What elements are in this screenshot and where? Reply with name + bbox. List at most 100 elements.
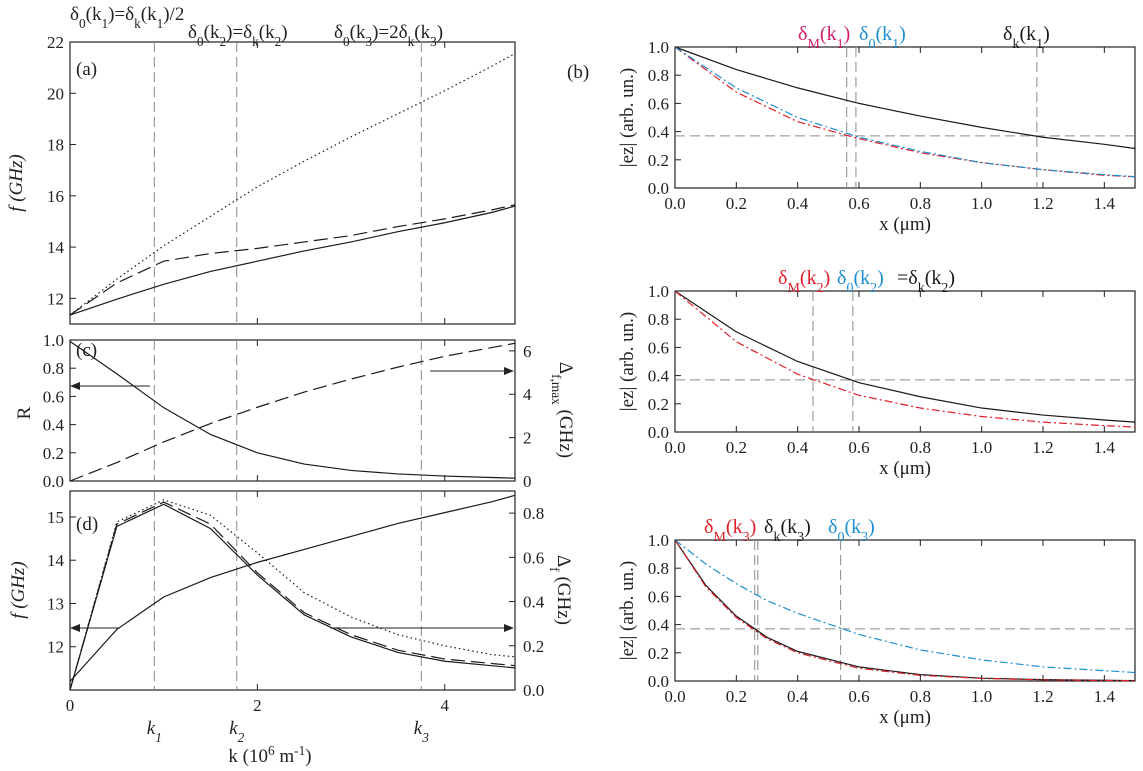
panel-b2-x-ticklabel-0: 0.0 [664, 438, 685, 457]
k-marker-label-1: k1 [147, 718, 162, 745]
series-line-c-1 [69, 342, 516, 482]
panel-b2-x-ticklabel-4: 0.8 [910, 438, 931, 457]
panel-b3-y-ticklabel-2: 0.4 [648, 616, 670, 635]
series-line-c-0 [69, 340, 516, 479]
panel-d-arrowhead-left [70, 624, 80, 632]
panel-b2-y-ticklabel-1: 0.2 [648, 395, 669, 414]
panel-b2-y-ticklabel-4: 0.8 [648, 310, 669, 329]
series-line-b3-0 [674, 539, 1136, 682]
panel-c-y-ticklabel-3: 0.6 [43, 387, 64, 406]
panel-b3-frame [674, 539, 1136, 682]
panel-b2-annotation-0: δM(k2) [778, 267, 830, 296]
panel-b3-y-ticklabel-1: 0.2 [648, 644, 669, 663]
panel-b1-y-ticklabel-1: 0.2 [648, 151, 669, 170]
series-line-a-2 [69, 53, 516, 316]
panel-c-arrowhead-left [70, 382, 80, 390]
panel-d-arrowhead-right [504, 624, 514, 632]
panel-c-y2-ticklabel-1: 2 [523, 429, 532, 448]
series-line-a-0 [69, 205, 516, 316]
panel-d-y2-ticklabel-4: 0.8 [523, 504, 544, 523]
series-line-b1-0 [674, 46, 1136, 150]
panel-d-x-ticklabel-0: 0 [66, 696, 75, 715]
panel-b2-ylabel: |ez| (arb. un.) [617, 312, 638, 411]
panel-a-y-ticklabel-5: 22 [47, 33, 64, 52]
panel-a-ylabel: f (GHz) [6, 154, 27, 212]
panel-b3-x-ticklabel-2: 0.4 [787, 687, 809, 706]
panel-b3-annotation-2: δ0(k3) [828, 516, 875, 545]
panel-b3-ylabel: |ez| (arb. un.) [617, 561, 638, 660]
series-line-b2-0 [674, 290, 1136, 423]
panel-d-y-ticklabel-1: 13 [47, 594, 64, 613]
panel-b1-xlabel: x (μm) [879, 214, 931, 235]
panel-d-x-ticklabel-1: 2 [253, 696, 262, 715]
panel-a-frame [69, 41, 516, 325]
panel-b3-y-ticklabel-4: 0.8 [648, 559, 669, 578]
panel-b3-x-ticklabel-5: 1.0 [971, 687, 992, 706]
panel-b1-ylabel: |ez| (arb. un.) [617, 68, 638, 167]
panel-b3-annotation-1: δk(k3) [764, 516, 811, 545]
panel-a-y-ticklabel-3: 18 [47, 136, 64, 155]
panel-c-y2-ticklabel-3: 6 [523, 342, 532, 361]
panel-c-arrowhead-right [504, 367, 514, 375]
header-h3: δ0(k3)=2δk(k3) [334, 22, 443, 49]
panel-b2-xlabel: x (μm) [879, 458, 931, 479]
panel-c-y2label: Δf,max (GHz) [550, 362, 577, 458]
panel-b1-x-ticklabel-7: 1.4 [1094, 194, 1116, 213]
panel-d-y2label: Δf (GHz) [548, 555, 575, 625]
panel-b2-annotation-1: δ0(k2) [837, 267, 884, 296]
panel-c-y-ticklabel-4: 0.8 [43, 359, 64, 378]
panel-b2-x-ticklabel-1: 0.2 [726, 438, 747, 457]
header-h1: δ0(k1)=δk(k1)/2 [70, 4, 184, 31]
panel-d-ylabel: f (GHz) [8, 561, 29, 619]
panel-b3-y-ticklabel-5: 1.0 [648, 531, 669, 550]
panel-c-label: (c) [76, 340, 97, 361]
panel-b1-x-ticklabel-2: 0.4 [787, 194, 809, 213]
panel-b1-x-ticklabel-3: 0.6 [848, 194, 869, 213]
panel-b1-annotation-2: δk(k1) [1003, 23, 1050, 52]
panel-d-y-ticklabel-0: 12 [47, 638, 64, 657]
panel-b1-annotation-1: δ0(k1) [859, 23, 906, 52]
panel-b3-xlabel: x (μm) [879, 707, 931, 728]
panel-b3-x-ticklabel-3: 0.6 [848, 687, 869, 706]
panel-a-y-ticklabel-1: 14 [47, 238, 65, 257]
series-line-b1-1 [674, 46, 1136, 178]
panel-b1-y-ticklabel-4: 0.8 [648, 66, 669, 85]
panel-b3-x-ticklabel-1: 0.2 [726, 687, 747, 706]
panel-b2-frame [674, 290, 1136, 433]
panel-d-y-ticklabel-2: 14 [47, 551, 65, 570]
panel-b1-y-ticklabel-5: 1.0 [648, 38, 669, 57]
panel-c-y-ticklabel-2: 0.4 [43, 416, 65, 435]
panel-c-y2-ticklabel-0: 0 [523, 472, 532, 491]
panel-b2-x-ticklabel-5: 1.0 [971, 438, 992, 457]
panel-b2-y-ticklabel-0: 0.0 [648, 423, 669, 442]
panel-b1-y-ticklabel-2: 0.4 [648, 123, 670, 142]
panel-b3-y-ticklabel-3: 0.6 [648, 587, 669, 606]
series-line-b2-1 [674, 290, 1136, 428]
panel-b3-x-ticklabel-7: 1.4 [1094, 687, 1116, 706]
panel-c-y2-ticklabel-2: 4 [523, 385, 532, 404]
panel-b1-x-ticklabel-6: 1.2 [1032, 194, 1053, 213]
panel-b2-annotation-2: =δk(k2) [897, 267, 955, 296]
panel-a-y-ticklabel-0: 12 [47, 289, 64, 308]
series-line-d-3 [69, 499, 516, 691]
panel-d-y2-ticklabel-2: 0.4 [523, 593, 545, 612]
series-line-b3-2 [674, 539, 1136, 674]
panel-b2-x-ticklabel-3: 0.6 [848, 438, 869, 457]
panel-b1-x-ticklabel-0: 0.0 [664, 194, 685, 213]
panel-b1-annotation-0: δM(k1) [798, 23, 850, 52]
series-line-d-1 [69, 503, 516, 691]
panel-b3-x-ticklabel-0: 0.0 [664, 687, 685, 706]
panel-c-ylabel: R [14, 406, 35, 419]
panel-b1-y-ticklabel-3: 0.6 [648, 94, 669, 113]
panel-b3-y-ticklabel-0: 0.0 [648, 672, 669, 691]
panel-d-frame [69, 490, 516, 691]
panel-b3-annotation-0: δM(k3) [704, 516, 756, 545]
series-line-a-1 [69, 204, 516, 316]
panel-a-y-ticklabel-2: 16 [47, 187, 64, 206]
panel-b2-x-ticklabel-7: 1.4 [1094, 438, 1116, 457]
series-line-d-0 [69, 494, 516, 682]
panel-b2-x-ticklabel-6: 1.2 [1032, 438, 1053, 457]
panel-d-label: (d) [76, 514, 98, 535]
panel-d-y2-ticklabel-3: 0.6 [523, 548, 544, 567]
